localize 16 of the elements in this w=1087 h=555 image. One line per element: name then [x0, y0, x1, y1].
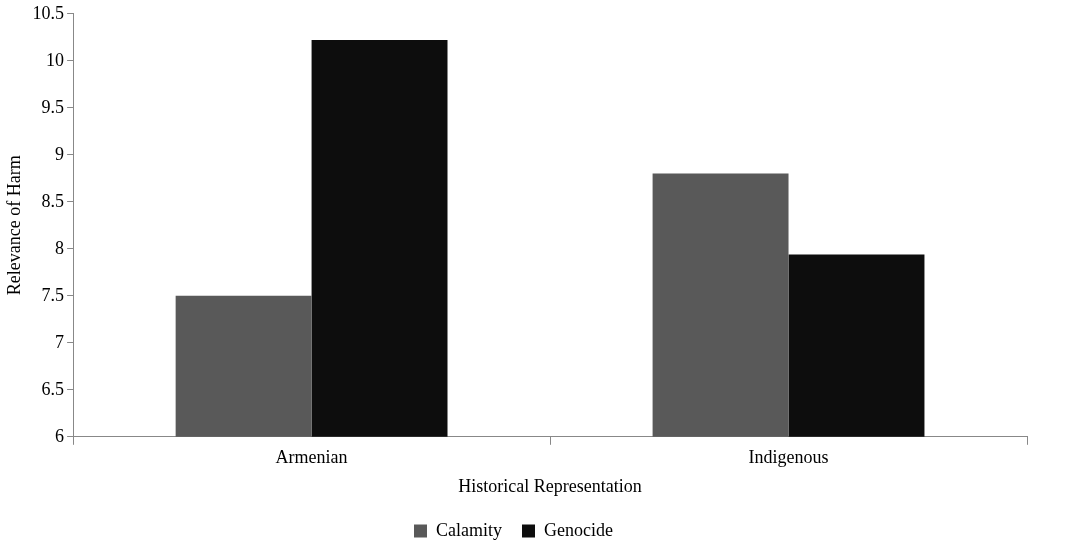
x-axis-title: Historical Representation	[458, 475, 642, 496]
y-tick-label: 7	[55, 331, 65, 352]
y-axis-title: Relevance of Harm	[3, 155, 24, 296]
legend-label: Calamity	[436, 519, 503, 540]
y-tick-label: 8	[55, 237, 65, 258]
y-tick-label: 7.5	[41, 284, 65, 305]
y-tick-label: 6.5	[41, 378, 65, 399]
x-tick-label: Indigenous	[748, 447, 829, 468]
y-tick-label: 9.5	[41, 96, 65, 117]
y-tick-label: 10	[46, 49, 65, 70]
legend-label: Genocide	[544, 519, 613, 540]
y-tick-label: 9	[55, 143, 65, 164]
x-tick-label: Armenian	[275, 447, 348, 468]
y-tick-label: 10.5	[32, 2, 65, 23]
y-tick-label: 6	[55, 425, 65, 446]
y-tick-label: 8.5	[41, 190, 65, 211]
